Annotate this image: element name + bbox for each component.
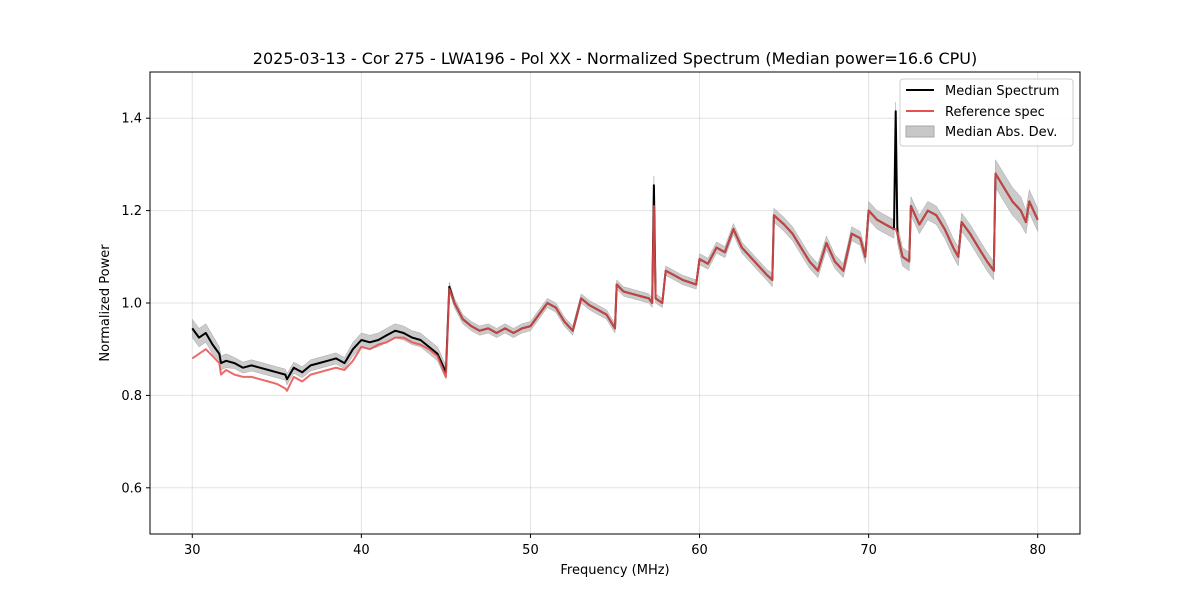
y-tick-label: 1.0 <box>121 297 142 312</box>
legend-label-median: Median Spectrum <box>945 84 1059 99</box>
y-tick-label: 0.6 <box>121 481 142 496</box>
x-axis-label: Frequency (MHz) <box>560 563 669 578</box>
chart-title: 2025-03-13 - Cor 275 - LWA196 - Pol XX -… <box>253 49 977 68</box>
plot-area <box>191 101 1039 392</box>
reference-spec-line <box>191 172 1039 392</box>
legend-box <box>899 78 1074 147</box>
y-tick-label: 1.4 <box>121 112 142 127</box>
y-tick-label: 1.2 <box>121 204 142 219</box>
x-tick-label: 40 <box>353 543 370 558</box>
legend: Median Spectrum Reference spec Median Ab… <box>899 78 1074 147</box>
legend-label-reference: Reference spec <box>945 105 1045 120</box>
y-axis-label: Normalized Power <box>98 244 113 362</box>
x-tick-label: 60 <box>691 543 708 558</box>
x-tick-label: 80 <box>1029 543 1046 558</box>
axis-ticks: 30 40 50 60 70 80 0.6 0.8 1.0 1.2 1.4 <box>121 112 1046 558</box>
x-tick-label: 50 <box>522 543 539 558</box>
legend-swatch-mad <box>905 125 935 138</box>
legend-label-mad: Median Abs. Dev. <box>945 125 1057 140</box>
y-tick-label: 0.8 <box>121 389 142 404</box>
x-tick-label: 30 <box>184 543 201 558</box>
x-tick-label: 70 <box>860 543 877 558</box>
